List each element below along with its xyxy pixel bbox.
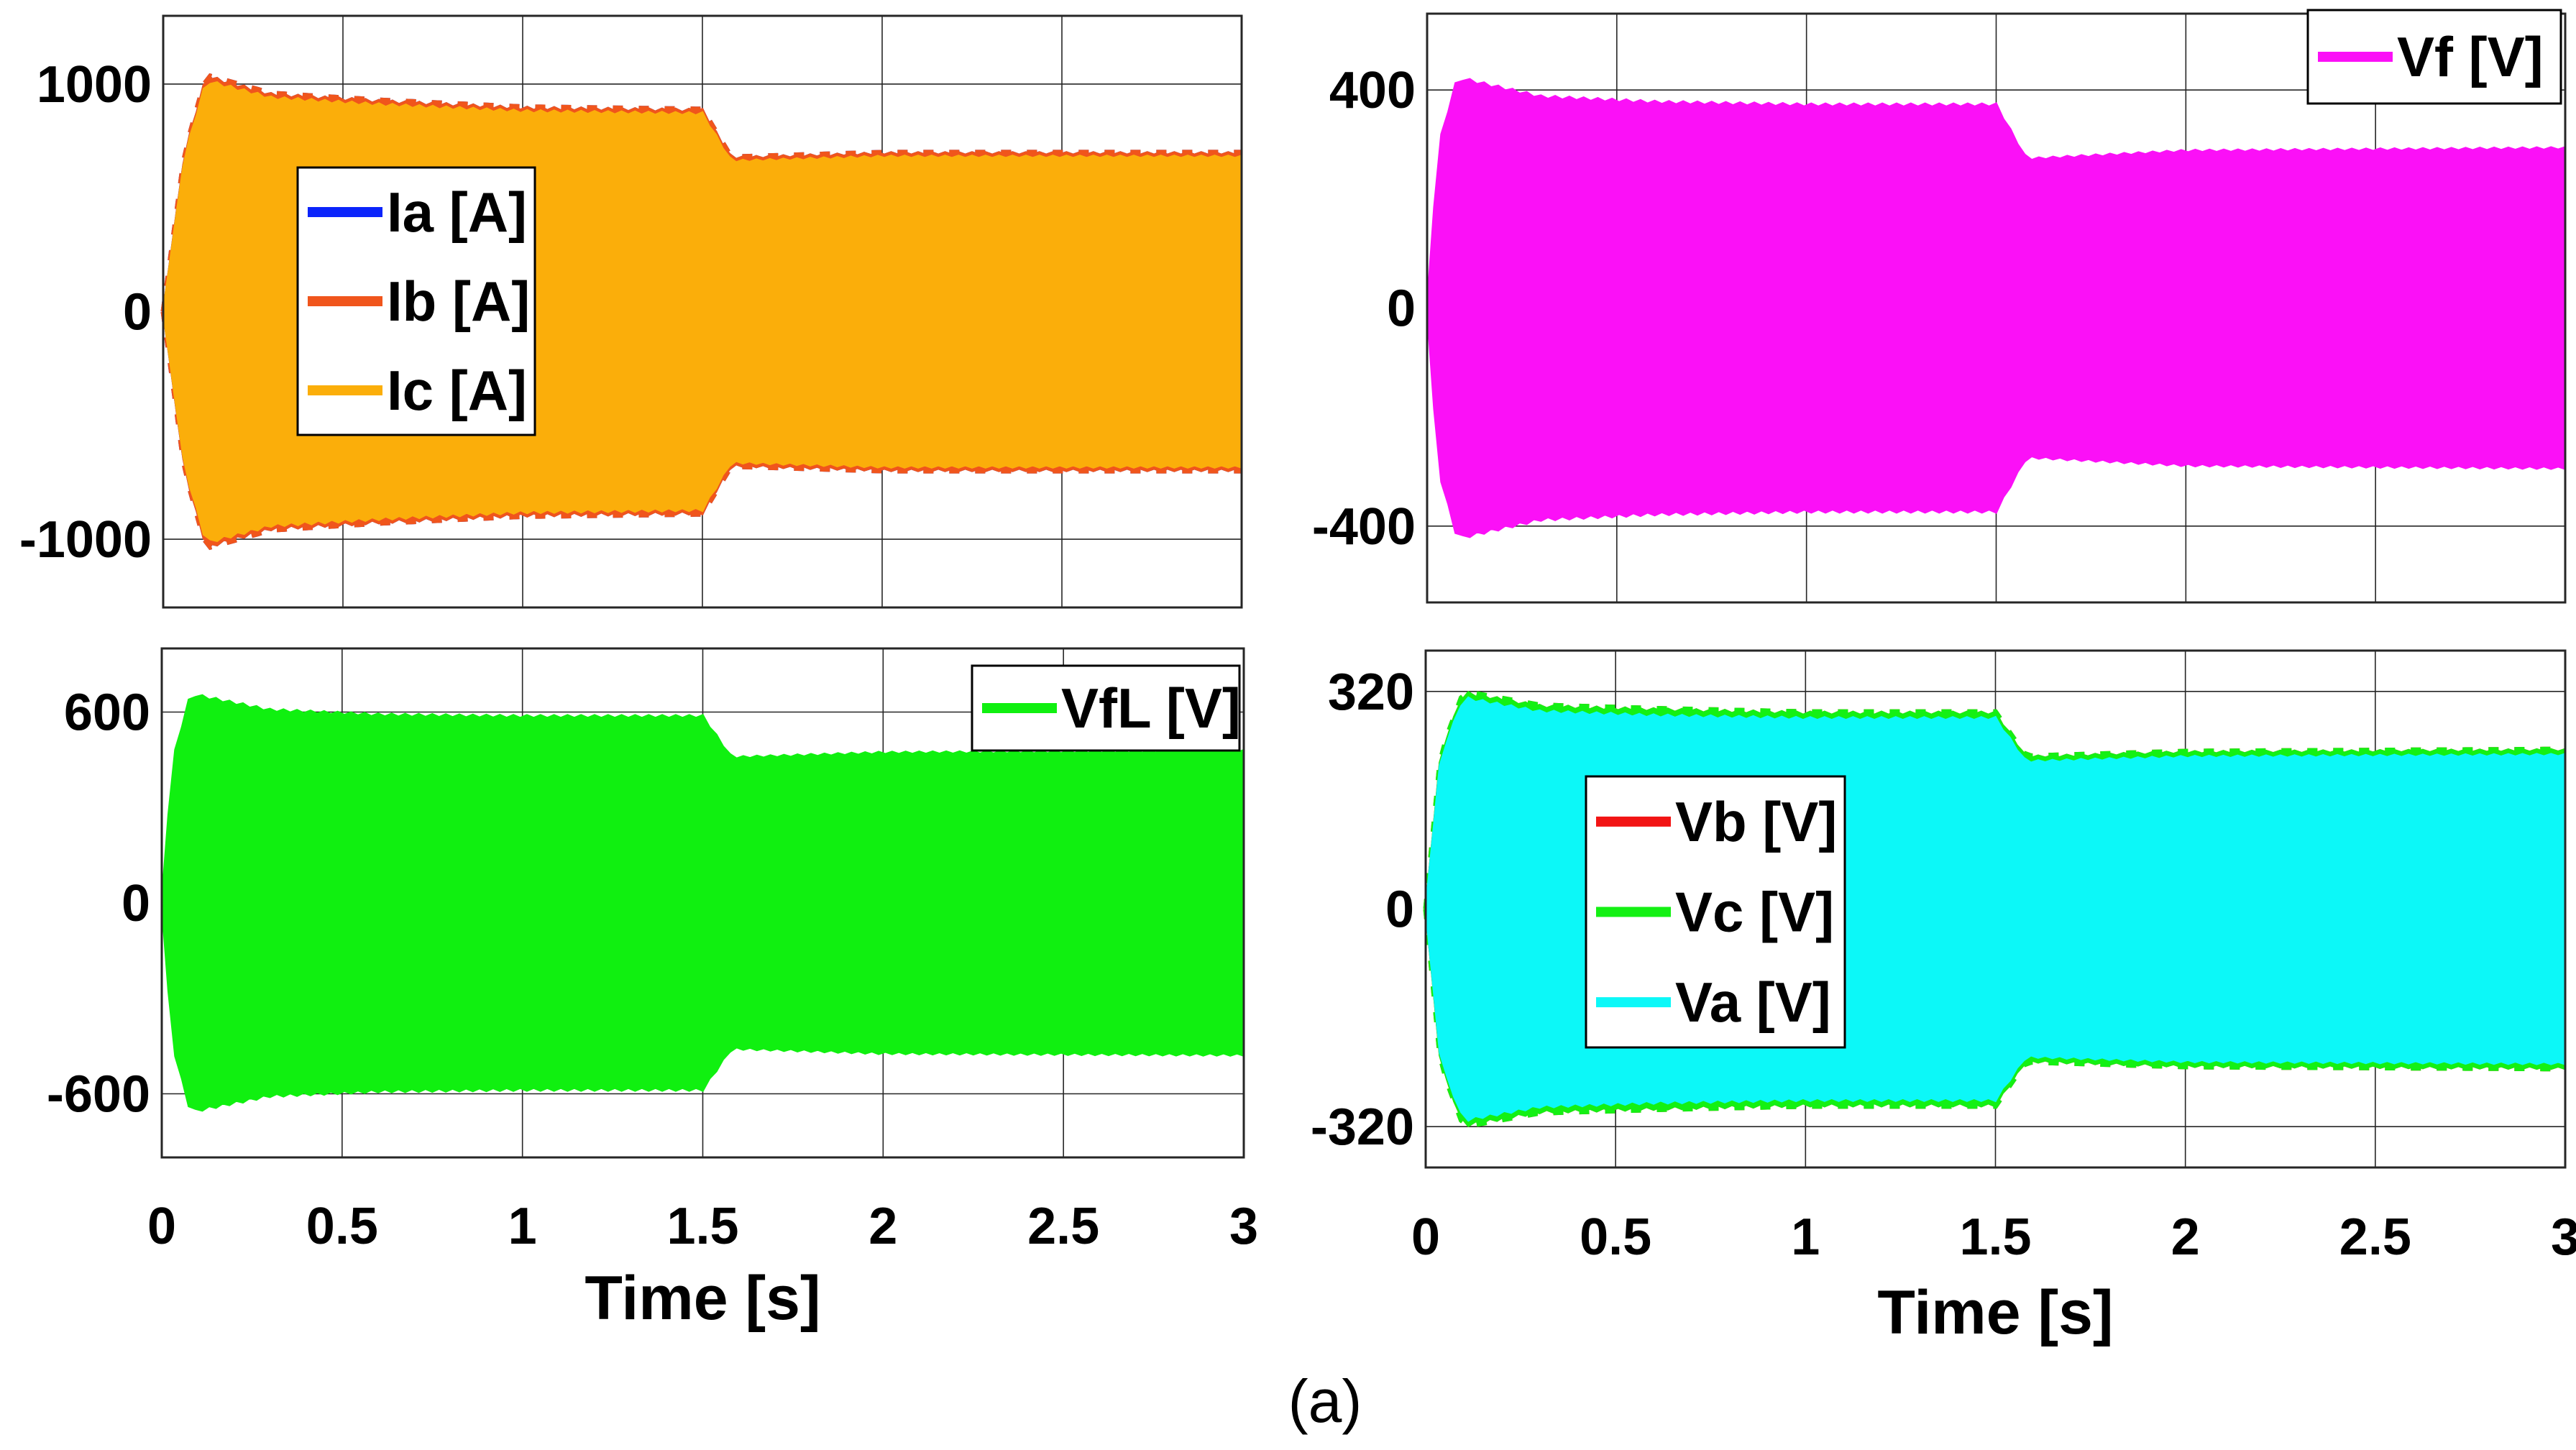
x-tick-label: 1 — [1791, 1208, 1820, 1266]
plot-frame — [1424, 649, 2567, 1169]
x-tick-label: 1 — [508, 1198, 537, 1255]
x-tick-label: 0.5 — [1580, 1208, 1651, 1266]
plot-frame — [160, 647, 1245, 1159]
series-vf-band — [1426, 78, 2567, 538]
x-tick-label: 0.5 — [306, 1198, 378, 1255]
x-tick-label: 0 — [147, 1198, 176, 1255]
legend-label: Ib [A] — [387, 270, 530, 333]
legend-label: Vf [V] — [2397, 25, 2544, 88]
y-tick-label: -600 — [47, 1066, 150, 1124]
x-tick-label: 3 — [2551, 1208, 2576, 1266]
x-tick-label: 2 — [2171, 1208, 2200, 1266]
y-tick-label: 1000 — [37, 56, 152, 114]
y-tick-label: -400 — [1312, 498, 1416, 556]
legend: Ia [A] Ib [A] Ic [A] — [296, 166, 536, 436]
y-tick-label: 0 — [1387, 280, 1416, 338]
x-tick-label: 2.5 — [1027, 1198, 1099, 1255]
x-tick-label: 1.5 — [1959, 1208, 2031, 1266]
x-tick-label: 2 — [868, 1198, 897, 1255]
y-tick-label: 0 — [1385, 881, 1414, 939]
legend-label: Va [V] — [1675, 971, 1831, 1034]
y-tick-label: 0 — [123, 284, 152, 341]
plot-frame — [1426, 12, 2567, 604]
x-axis-title: Time [s] — [1877, 1278, 2113, 1347]
series-ib-lower-edge — [160, 311, 1242, 551]
chart-phase-voltages: -320 0 320 0 0.5 1 1.5 2 2.5 3 Time [s] Vb [V] Vc [V… — [1311, 649, 2576, 1347]
x-tick-label: 2.5 — [2339, 1208, 2411, 1266]
plot-frame — [162, 14, 1243, 609]
legend-label: Ic [A] — [387, 359, 527, 422]
y-tick-label: 600 — [64, 684, 150, 742]
y-tick-label: 400 — [1329, 62, 1416, 119]
series-vc-lower-edge — [1423, 909, 2565, 1129]
series-vfl-band — [160, 694, 1245, 1112]
legend-label: Ia [A] — [387, 180, 527, 244]
x-tick-label: 3 — [1229, 1198, 1258, 1255]
legend-label: Vc [V] — [1675, 881, 1834, 944]
legend-label: VfL [V] — [1061, 676, 1241, 740]
y-tick-label: -320 — [1311, 1098, 1414, 1156]
chart-line-voltage-vfl: -600 0 600 0 0.5 1 1.5 2 2.5 3 Time [s] VfL [V] — [47, 647, 1258, 1333]
legend: Vb [V] Vc [V] Va [V] — [1585, 775, 1846, 1049]
y-tick-label: 320 — [1328, 664, 1414, 721]
chart-phase-currents: -1000 0 1000 Ia [A] Ib [A] Ic [A] — [19, 14, 1243, 609]
series-vc-upper-edge — [1423, 689, 2565, 909]
x-tick-label: 0 — [1411, 1208, 1440, 1266]
x-tick-label: 1.5 — [666, 1198, 738, 1255]
legend: Vf [V] — [2306, 9, 2562, 105]
figure-caption: (a) — [1288, 1367, 1362, 1435]
chart-filter-voltage-vf: -400 0 400 Vf [V] — [1312, 9, 2567, 604]
y-tick-label: -1000 — [19, 511, 152, 569]
series-ib-upper-edge — [160, 73, 1242, 312]
y-tick-label: 0 — [122, 875, 150, 932]
x-axis-title: Time [s] — [585, 1264, 820, 1333]
legend-label: Vb [V] — [1675, 790, 1837, 853]
legend: VfL [V] — [971, 664, 1241, 752]
